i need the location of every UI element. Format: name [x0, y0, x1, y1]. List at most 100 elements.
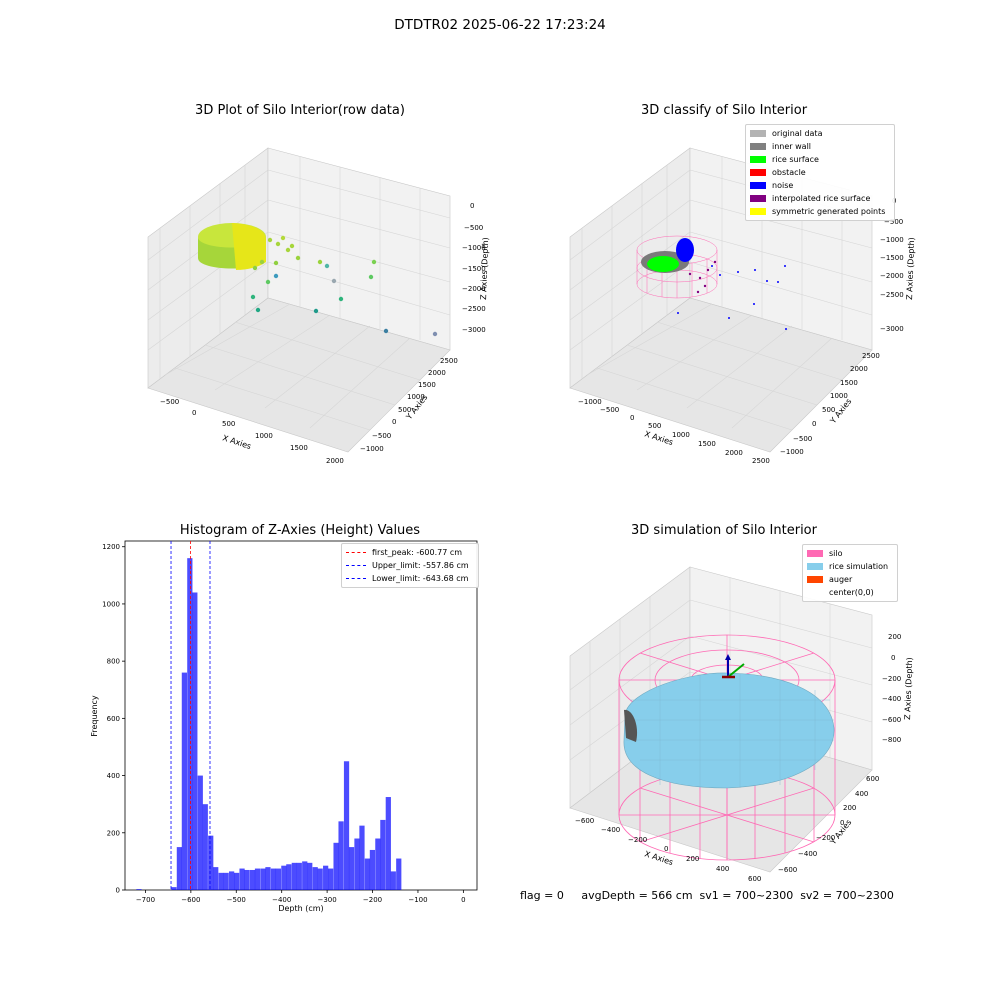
histogram-bar	[260, 868, 266, 890]
classify-noise-cluster	[676, 238, 694, 262]
sim-xtick: 0	[664, 845, 668, 853]
sim-xtick: −400	[601, 826, 620, 834]
sim-rice-surface	[623, 672, 835, 789]
histogram-bar	[265, 867, 271, 890]
legend-line-swatch	[346, 565, 366, 566]
classify-noise-point	[754, 269, 756, 271]
legend-item: noise	[750, 179, 890, 192]
classify-zlabel: Z Axies (Depth)	[905, 237, 916, 300]
raw-point	[273, 260, 279, 266]
raw-zlabel: Z Axies (Depth)	[479, 237, 490, 300]
classify-ytick: 500	[822, 406, 835, 414]
raw-ztick: −1500	[462, 265, 486, 273]
histogram-bar	[249, 869, 256, 890]
classify-ytick: −1000	[780, 448, 804, 456]
classify-ztick: −1500	[880, 254, 904, 262]
legend-item: inner wall	[750, 140, 890, 153]
raw-point	[252, 265, 258, 271]
histogram-bar	[181, 672, 187, 890]
histogram-xtick-label: −400	[272, 896, 291, 904]
legend-swatch	[807, 576, 823, 583]
legend-line-swatch	[346, 552, 366, 553]
raw-point	[250, 294, 256, 300]
histogram-bar	[328, 868, 334, 890]
legend-label: rice simulation	[829, 562, 889, 571]
sim-ztick: −600	[882, 716, 901, 724]
histogram-bar	[390, 871, 396, 890]
classify-noise-point	[766, 280, 768, 282]
histogram-bar	[396, 858, 402, 890]
sim-ztick: −800	[882, 736, 901, 744]
classify-ztick: −500	[884, 218, 903, 226]
classify-interpolated-point	[696, 290, 700, 294]
legend-label: auger	[829, 575, 853, 584]
histogram-bar	[223, 872, 229, 890]
histogram-xtick-label: −500	[227, 896, 246, 904]
classify-ztick: −3000	[880, 325, 904, 333]
sim-xtick: −200	[628, 836, 647, 844]
classify-interpolated-point	[688, 272, 692, 276]
histogram-ytick-label: 0	[116, 887, 120, 895]
classify-ztick: −2500	[880, 291, 904, 299]
classify-plot-title: 3D classify of Silo Interior	[640, 103, 808, 118]
raw-xtick: −500	[160, 398, 179, 406]
histogram-bar	[218, 872, 224, 890]
status-footer: flag = 0 avgDepth = 566 cm sv1 = 700~230…	[520, 889, 894, 902]
legend-swatch	[750, 169, 766, 176]
histogram-bar	[380, 819, 386, 890]
classify-xtick: 1000	[672, 431, 690, 439]
raw-ytick: 500	[398, 406, 411, 414]
legend-item: rice simulation	[807, 560, 893, 573]
sim-xtick: 600	[748, 875, 761, 883]
sim-ytick: −400	[798, 850, 817, 858]
classify-legend: original data inner wall rice surface obsta…	[745, 124, 895, 221]
legend-label: interpolated rice surface	[772, 194, 871, 203]
histogram-bar	[202, 804, 208, 890]
legend-label: obstacle	[772, 168, 806, 177]
histogram-xtick-label: −300	[317, 896, 336, 904]
histogram-ytick-label: 200	[107, 829, 120, 837]
classify-noise-point	[753, 303, 755, 305]
legend-swatch	[807, 563, 823, 570]
raw-ztick: −3000	[462, 326, 486, 334]
sim-ztick: −200	[882, 675, 901, 683]
sim-ytick: 400	[855, 790, 868, 798]
classify-noise-point	[728, 317, 730, 319]
legend-item: auger	[807, 573, 893, 586]
legend-label: original data	[772, 129, 823, 138]
legend-swatch	[750, 156, 766, 163]
classify-ytick: 1500	[840, 379, 858, 387]
histogram-bar	[192, 592, 198, 890]
legend-label: first_peak: -600.77 cm	[372, 548, 463, 557]
histogram-xtick-label: −200	[363, 896, 382, 904]
legend-swatch	[750, 182, 766, 189]
raw-point	[265, 279, 271, 285]
raw-point	[285, 247, 291, 253]
classify-xtick: −500	[600, 406, 619, 414]
histogram-legend: first_peak: -600.77 cm Upper_limit: -557.…	[341, 543, 479, 588]
raw-point	[331, 278, 337, 284]
histogram-frame	[124, 540, 478, 891]
sim-zlabel: Z Axies (Depth)	[903, 657, 914, 720]
histogram-ytick-label: 400	[107, 772, 120, 780]
classify-interpolated-point	[698, 276, 702, 280]
raw-point	[275, 241, 281, 247]
legend-item: center(0,0)	[807, 586, 893, 599]
sim-ytick: −600	[778, 866, 797, 874]
raw-ztick: −2500	[462, 305, 486, 313]
legend-swatch	[750, 143, 766, 150]
raw-point	[313, 308, 319, 314]
classify-3d-axes	[569, 147, 873, 453]
histogram-bar	[375, 838, 381, 890]
sim-xtick: 400	[716, 865, 729, 873]
classify-ytick: 0	[812, 420, 816, 428]
classify-noise-point	[711, 265, 713, 267]
classify-noise-point	[777, 281, 779, 283]
histogram-legend-item: Lower_limit: -643.68 cm	[346, 572, 474, 585]
legend-swatch	[807, 550, 823, 557]
raw-xtick: 0	[192, 409, 196, 417]
raw-3d-axes	[147, 147, 451, 453]
histogram-bar	[302, 861, 308, 890]
histogram-bar	[338, 821, 344, 890]
histogram-bar	[197, 775, 203, 890]
